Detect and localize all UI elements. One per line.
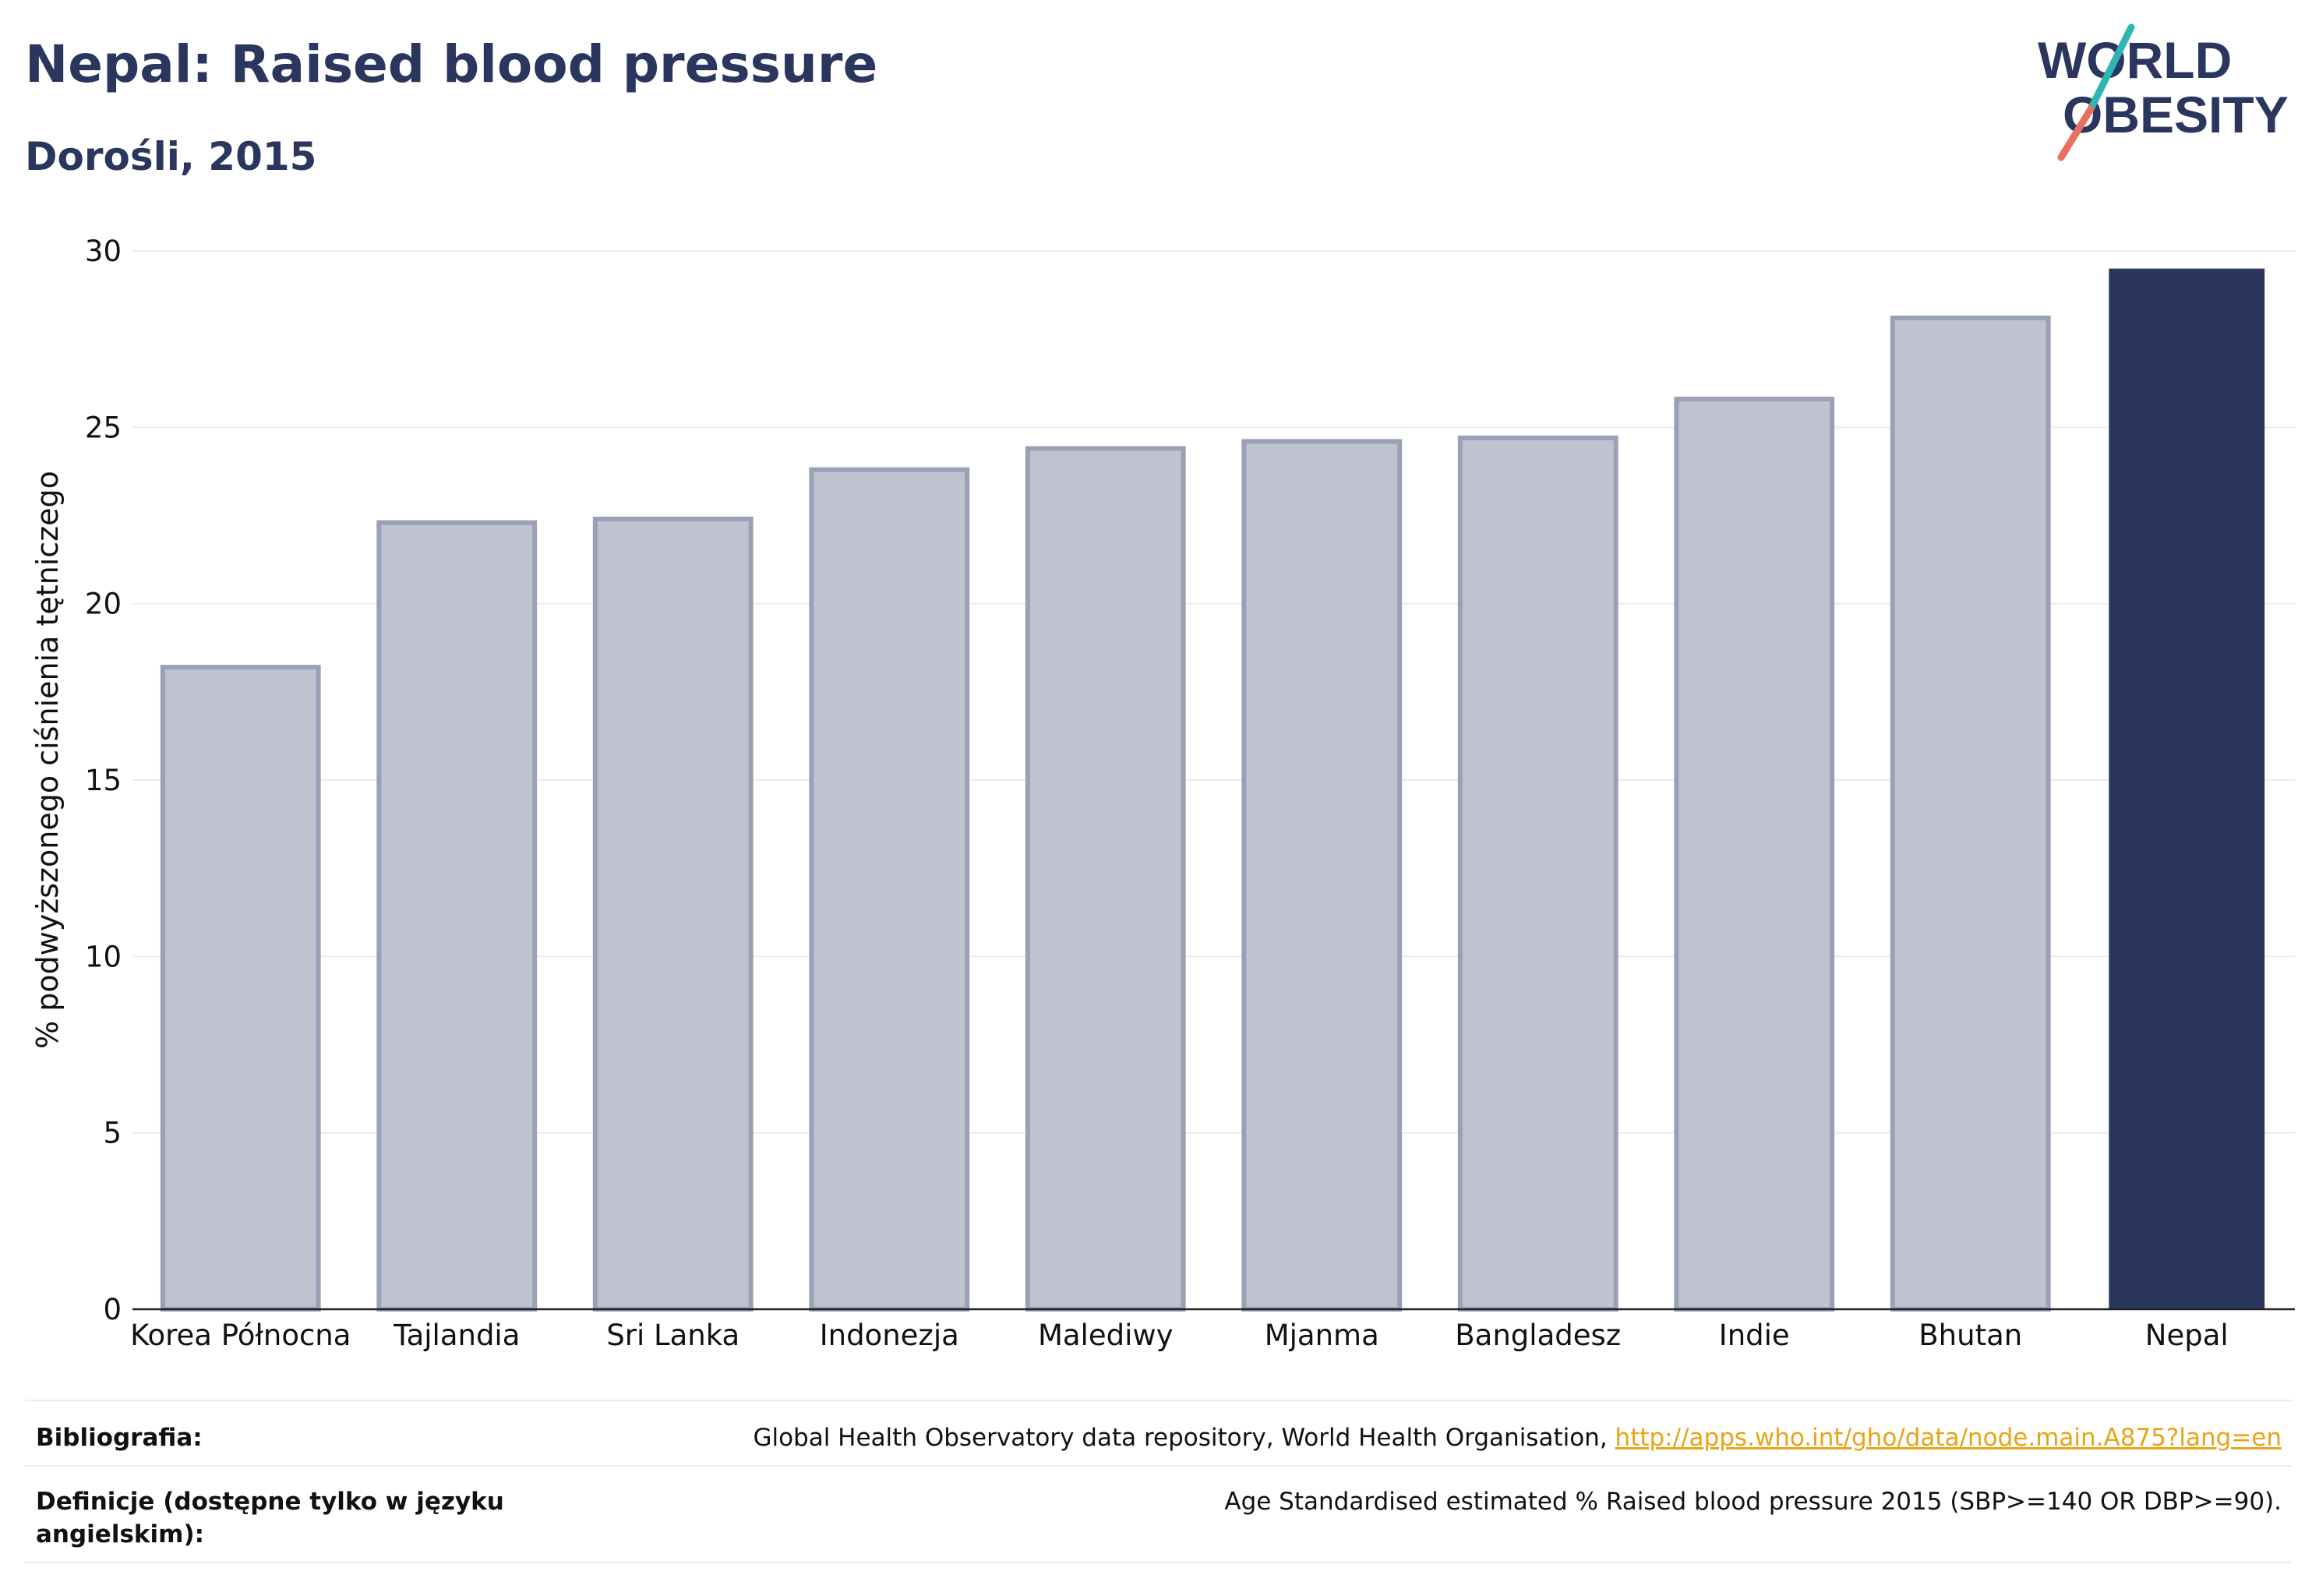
bibliography-link[interactable]: http://apps.who.int/gho/data/node.main.A… xyxy=(1615,1424,2282,1452)
y-tick-label: 25 xyxy=(85,411,122,444)
x-tick-label: Indonezja xyxy=(820,1319,959,1352)
y-tick-label: 15 xyxy=(85,764,122,797)
bar xyxy=(376,520,538,1312)
chart-title: Nepal: Raised blood pressure xyxy=(25,34,878,94)
chart-subtitle: Dorośli, 2015 xyxy=(25,134,317,179)
y-tick-label: 0 xyxy=(103,1293,122,1326)
x-tick-label: Malediwy xyxy=(1038,1319,1174,1352)
bar xyxy=(809,467,970,1312)
bibliography-label: Bibliografia: xyxy=(36,1424,203,1452)
svg-text:WORLD: WORLD xyxy=(2038,31,2232,89)
definitions-label: Definicje (dostępne tylko w języku angie… xyxy=(36,1488,504,1548)
bars xyxy=(160,268,2265,1312)
y-axis-label: % podwyższonego ciśnienia tętniczego xyxy=(30,471,65,1049)
bar-chart: 0 5 10 15 20 25 30 Korea Północna Tajlandia Sri L… xyxy=(30,235,2295,1352)
bar xyxy=(592,517,754,1312)
y-tick-label: 5 xyxy=(103,1117,122,1150)
world-obesity-logo: WORLD OBESITY xyxy=(2038,23,2289,161)
bar xyxy=(1457,435,1618,1312)
footer-divider xyxy=(25,1562,2293,1563)
bar xyxy=(2109,268,2265,1310)
x-tick-label: Bangladesz xyxy=(1455,1319,1621,1352)
x-tick-label: Mjanma xyxy=(1265,1319,1379,1352)
bar xyxy=(1241,439,1403,1312)
x-tick-label: Nepal xyxy=(2145,1319,2229,1352)
footer-divider xyxy=(25,1400,2293,1401)
x-tick-label: Tajlandia xyxy=(393,1319,520,1352)
x-tick-label: Bhutan xyxy=(1918,1319,2022,1352)
bar xyxy=(160,665,321,1312)
y-tick-label: 20 xyxy=(85,588,122,621)
x-tick-label: Korea Północna xyxy=(130,1319,351,1352)
footer-divider xyxy=(25,1465,2293,1467)
axes: 0 5 10 15 20 25 30 Korea Północna Tajlandia Sri L… xyxy=(85,235,2295,1352)
x-tick-label: Sri Lanka xyxy=(606,1319,740,1352)
bibliography-value: Global Health Observatory data repositor… xyxy=(753,1421,2282,1454)
bar xyxy=(1890,316,2051,1312)
x-tick-label: Indie xyxy=(1719,1319,1790,1352)
bibliography-text: Global Health Observatory data repositor… xyxy=(753,1424,1615,1452)
definitions-value: Age Standardised estimated % Raised bloo… xyxy=(1224,1488,2282,1516)
bar xyxy=(1025,446,1186,1312)
y-tick-label: 30 xyxy=(85,235,122,268)
y-tick-label: 10 xyxy=(85,940,122,973)
bar xyxy=(1674,397,1835,1312)
